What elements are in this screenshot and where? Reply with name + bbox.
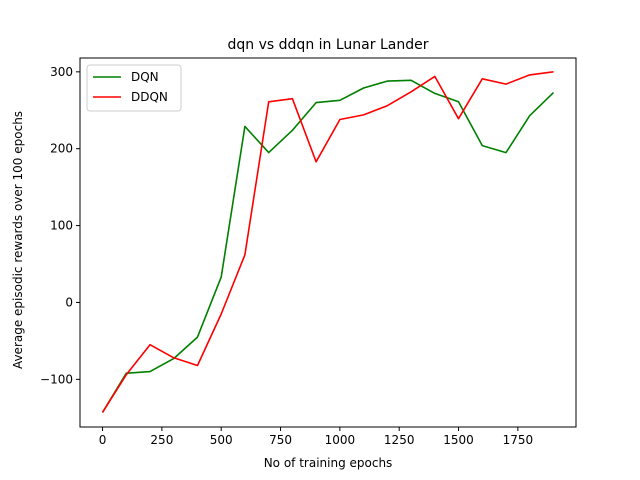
x-tick-label: 1750 xyxy=(503,433,534,447)
x-tick-label: 1000 xyxy=(325,433,356,447)
series-line-dqn xyxy=(101,79,555,413)
legend: DQN DDQN xyxy=(86,64,182,112)
x-axis-label: No of training epochs xyxy=(264,456,393,470)
x-tick-label: 0 xyxy=(99,433,107,447)
y-tick-label: −100 xyxy=(40,372,73,386)
y-tick-label: 100 xyxy=(50,219,73,233)
x-tick-label: 500 xyxy=(210,433,233,447)
y-tick-label: 300 xyxy=(50,65,73,79)
y-tick-label: 0 xyxy=(65,295,73,309)
legend-label-dqn: DQN xyxy=(131,70,159,84)
x-tick-label: 1250 xyxy=(384,433,415,447)
plot-area xyxy=(101,71,555,413)
x-tick-label: 750 xyxy=(269,433,292,447)
legend-label-ddqn: DDQN xyxy=(131,90,168,104)
chart-title: dqn vs ddqn in Lunar Lander xyxy=(228,37,429,53)
axes-frame xyxy=(79,57,577,428)
axes: 0 250 500 750 1000 1250 1500 1750 −100 0 100 200 300 xyxy=(40,57,577,447)
series-line-ddqn xyxy=(101,71,554,413)
y-axis-label: Average episodic rewards over 100 epochs xyxy=(11,111,25,369)
x-tick-label: 250 xyxy=(150,433,173,447)
y-tick-label: 200 xyxy=(50,142,73,156)
x-tick-label: 1500 xyxy=(443,433,474,447)
